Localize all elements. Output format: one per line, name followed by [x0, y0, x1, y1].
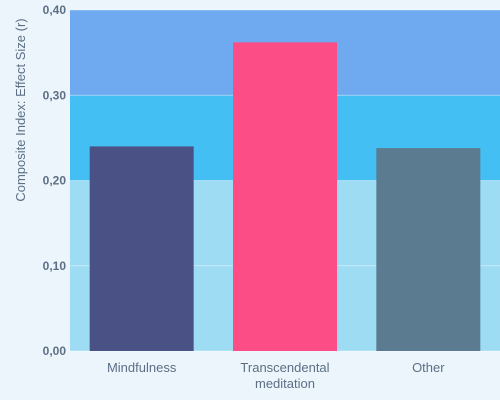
- bar-1: [233, 42, 337, 352]
- y-tick-label: 0,10: [43, 259, 67, 273]
- x-category-label: Mindfulness: [107, 360, 177, 375]
- x-axis-categories: Mindfulness Transcendental meditation Other: [107, 360, 445, 391]
- bar-0: [89, 146, 194, 351]
- y-tick-label: 0,40: [43, 3, 67, 17]
- x-category-label: Transcendental meditation: [240, 360, 329, 391]
- y-tick-label: 0,00: [43, 344, 67, 358]
- y-tick-label: 0,30: [43, 88, 67, 102]
- y-axis-ticks: 0,00 0,10 0,20 0,30 0,40: [43, 3, 67, 358]
- bar-2: [376, 148, 481, 351]
- bars: [89, 42, 481, 352]
- y-axis-label: Composite Index: Effect Size (r): [13, 18, 28, 201]
- y-tick-label: 0,20: [43, 174, 67, 188]
- x-category-label: Other: [412, 360, 445, 375]
